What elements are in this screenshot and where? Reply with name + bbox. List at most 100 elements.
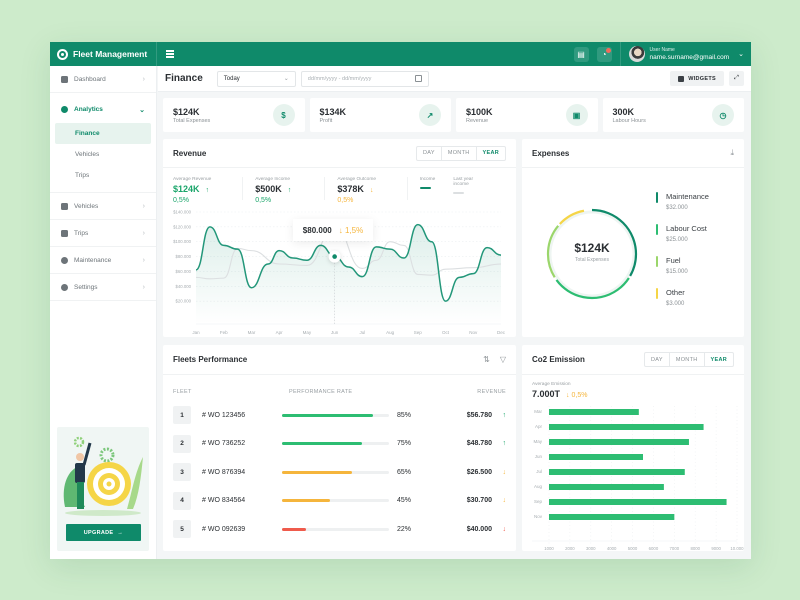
calendar-icon[interactable]: ▤ [573, 46, 589, 62]
tooltip-change: ↓ 1,5% [338, 225, 364, 235]
revenue-line-chart[interactable]: $20.000 $40.000 $60.000 $80.000 $100.000 $120… [163, 202, 516, 337]
tab-day[interactable]: DAY [417, 146, 442, 160]
column-header-revenue: REVENUE [477, 389, 506, 395]
download-icon[interactable]: ⤓ [730, 148, 734, 157]
svg-text:Aug: Aug [386, 330, 395, 335]
filter-icon[interactable]: ▽ [499, 355, 506, 364]
table-row[interactable]: 3 # WO 876394 65% $26.500 ↓ [163, 458, 516, 487]
kpi-value: 300K [612, 106, 635, 117]
table-row[interactable]: 2 # WO 736252 75% $48.780 ↑ [163, 430, 516, 459]
svg-text:$100.000: $100.000 [173, 239, 192, 244]
widgets-button[interactable]: WIDGETS [670, 71, 724, 86]
tab-year[interactable]: YEAR [482, 150, 499, 156]
sidebar-item-maintenance[interactable]: Maintenance › [50, 247, 156, 274]
sidebar-item-settings[interactable]: Settings › [50, 274, 156, 301]
svg-text:Feb: Feb [220, 330, 228, 335]
chevron-down-icon[interactable]: ⌄ [738, 51, 744, 58]
top-bar: Fleet Management ▤ ◔ User Name name.surn… [50, 42, 751, 66]
tab-month[interactable]: MONTH [670, 353, 705, 366]
page-title: Finance [165, 73, 203, 84]
stat-average-income: Average Income $500K ↑ 0,5% [255, 177, 326, 204]
avg-emission-value: 7.000T [532, 389, 561, 399]
upgrade-button[interactable]: UPGRADE → [66, 524, 141, 541]
svg-text:Sep: Sep [414, 330, 423, 335]
fleet-table-body: 1 # WO 123456 85% $56.780 ↑ 2 # WO 736252… [163, 401, 516, 544]
arrow-right-icon: → [117, 529, 124, 536]
svg-text:$140.000: $140.000 [173, 210, 192, 215]
period-select[interactable]: Today ⌄ [216, 70, 296, 87]
briefcase-icon: ▣ [565, 104, 588, 126]
dashboard-icon [61, 75, 68, 83]
table-row[interactable]: 4 # WO 834564 45% $30.700 ↓ [163, 487, 516, 516]
legend-item-labour-cost: Labour Cost $25.000 [656, 223, 709, 243]
revenue-period-tabs: DAY MONTH YEAR [416, 145, 506, 161]
page-header: Finance Today ⌄ dd/mm/yyyy - dd/mm/yyyy … [158, 66, 751, 92]
avatar [628, 46, 645, 62]
submenu-item-vehicles[interactable]: Vehicles [75, 151, 100, 158]
chevron-right-icon: › [142, 283, 145, 291]
analytics-submenu: Finance Vehicles Trips [50, 123, 156, 193]
legend-label: Labour Cost [666, 224, 707, 233]
chevron-right-icon: › [142, 229, 145, 237]
fleet-revenue: $30.700 [466, 497, 492, 505]
hamburger-icon[interactable] [166, 50, 180, 58]
user-menu[interactable]: User Name name.surname@gmail.com ⌄ [619, 42, 751, 66]
stat-change: ↓ 0,5% [337, 187, 374, 204]
widgets-icon [678, 75, 685, 82]
tab-month[interactable]: MONTH [442, 146, 477, 160]
fleet-id: # WO 092639 [202, 525, 246, 533]
table-row[interactable]: 5 # WO 092639 22% $40.000 ↓ [163, 515, 516, 544]
sidebar-item-label: Settings [74, 283, 98, 291]
svg-text:May: May [303, 330, 312, 335]
svg-text:Nov: Nov [469, 330, 478, 335]
row-rank: 4 [173, 491, 191, 510]
svg-text:Mar: Mar [534, 409, 542, 414]
legend-value: $25.000 [666, 237, 688, 243]
truck-icon [61, 202, 68, 210]
performance-rate: 65% [397, 468, 412, 476]
sidebar-item-analytics[interactable]: Analytics ⌄ [50, 96, 156, 123]
legend-label: Maintenance [666, 192, 709, 201]
bell-icon[interactable]: ◔ [596, 46, 612, 62]
performance-bar [282, 442, 389, 446]
gear-icon [61, 283, 68, 291]
chevron-right-icon: › [142, 256, 145, 264]
performance-rate: 45% [397, 497, 412, 505]
co2-emission-card: Co2 Emission DAY MONTH YEAR Average Emis… [522, 345, 744, 551]
sort-icon[interactable]: ⇅ [483, 355, 490, 364]
legend-last-year: Last year income [453, 177, 488, 200]
svg-text:Apr: Apr [276, 330, 284, 335]
stat-label: Average Income [255, 177, 291, 182]
expenses-card: Expenses ⤓ $124K Total Expenses Maintena… [522, 139, 744, 337]
table-row[interactable]: 1 # WO 123456 85% $56.780 ↑ [163, 401, 516, 430]
brand[interactable]: Fleet Management [50, 42, 157, 66]
svg-text:Jul: Jul [359, 330, 365, 335]
main-content: Finance Today ⌄ dd/mm/yyyy - dd/mm/yyyy … [158, 66, 751, 559]
fleet-id: # WO 736252 [202, 440, 246, 448]
svg-text:Oct: Oct [442, 330, 450, 335]
pie-chart-icon [61, 106, 68, 113]
svg-text:8000: 8000 [690, 546, 700, 551]
tab-year[interactable]: YEAR [710, 356, 727, 363]
legend-item-fuel: Fuel $15.000 [656, 255, 709, 275]
sidebar-item-vehicles[interactable]: Vehicles › [50, 193, 156, 220]
sidebar-item-label: Maintenance [74, 256, 112, 264]
chart-tooltip: $80.000 ↓ 1,5% [293, 219, 373, 241]
expand-icon[interactable]: ⤢ [729, 71, 744, 86]
clock-icon: ◷ [712, 104, 734, 126]
submenu-item-trips[interactable]: Trips [75, 172, 90, 179]
donut-total-label: Total Expenses [575, 257, 609, 263]
kpi-label: Profit [319, 117, 333, 124]
sidebar-item-trips[interactable]: Trips › [50, 220, 156, 247]
svg-text:Jun: Jun [331, 330, 339, 335]
tab-day[interactable]: DAY [645, 353, 670, 366]
submenu-item-finance[interactable]: Finance [55, 123, 151, 144]
date-range-input[interactable]: dd/mm/yyyy - dd/mm/yyyy [300, 70, 429, 87]
card-title: Co2 Emission [532, 355, 585, 364]
arrow-down-icon: ↓ [502, 497, 507, 505]
legend-income: Income [419, 177, 435, 200]
kpi-value: $134K [319, 106, 347, 117]
sidebar-item-dashboard[interactable]: Dashboard › [50, 66, 156, 93]
svg-text:7000: 7000 [670, 546, 680, 551]
fleet-revenue: $40.000 [466, 525, 492, 533]
